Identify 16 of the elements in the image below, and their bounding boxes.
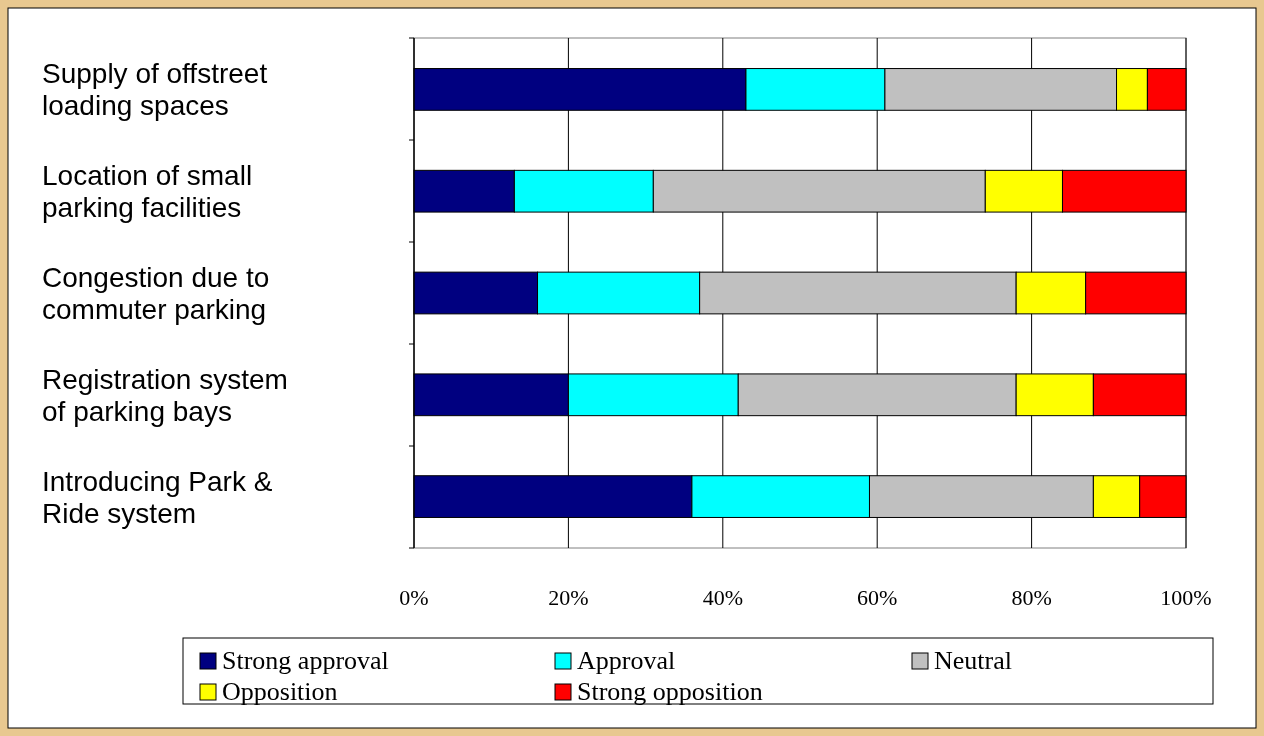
legend-label: Strong opposition (577, 677, 763, 706)
x-tick-label: 100% (1160, 585, 1212, 610)
x-tick-label: 80% (1011, 585, 1052, 610)
y-tick-label: Introducing Park & Ride system (42, 465, 273, 529)
y-tick-label: Congestion due to commuter parking (42, 262, 270, 325)
x-tick-label: 60% (857, 585, 898, 610)
legend-label: Strong approval (222, 646, 389, 675)
legend-label: Neutral (934, 646, 1012, 675)
y-tick-label: Location of small parking facilities (42, 160, 253, 224)
x-tick-label: 0% (399, 585, 429, 610)
legend-label: Opposition (222, 677, 338, 706)
x-tick-label: 40% (702, 585, 743, 610)
y-tick-label: Registration system of parking bays (42, 363, 288, 427)
y-tick-label: Supply of offstreet loading spaces (42, 58, 268, 122)
legend-label: Approval (577, 646, 676, 675)
x-tick-label: 20% (548, 585, 589, 610)
